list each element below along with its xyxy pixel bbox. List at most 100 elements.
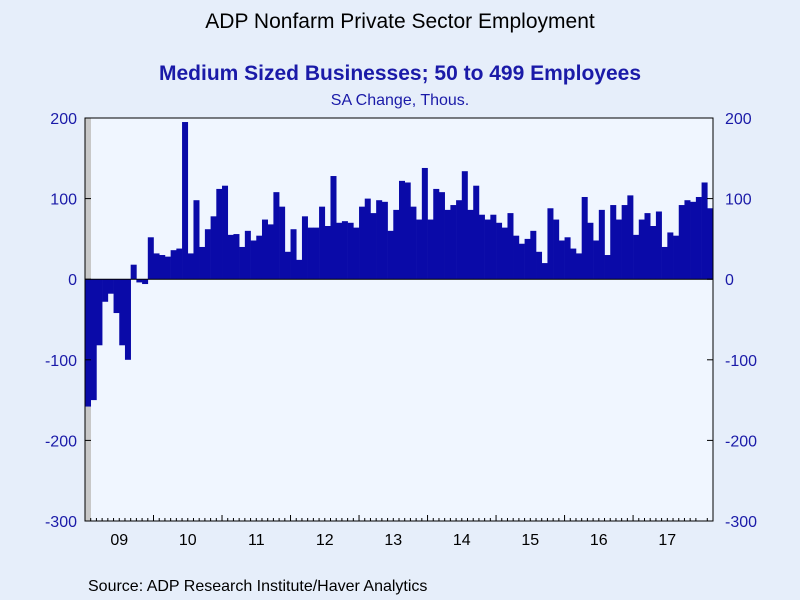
bar bbox=[399, 180, 406, 280]
bar bbox=[256, 235, 263, 280]
chart-source: Source: ADP Research Institute/Haver Ana… bbox=[88, 578, 428, 595]
bar bbox=[547, 208, 554, 280]
bar bbox=[581, 196, 588, 280]
bar bbox=[227, 234, 234, 280]
bar bbox=[307, 227, 314, 280]
y-tick-label-left: -200 bbox=[45, 433, 77, 450]
y-tick-label-left: 100 bbox=[50, 192, 77, 209]
bar bbox=[102, 279, 109, 302]
bar bbox=[239, 246, 246, 280]
y-tick-label-left: 200 bbox=[50, 111, 77, 128]
bar bbox=[478, 214, 485, 280]
x-tick-label: 14 bbox=[453, 532, 471, 549]
x-tick-label: 16 bbox=[590, 532, 608, 549]
bar bbox=[301, 216, 308, 280]
bar bbox=[650, 226, 657, 280]
bar bbox=[273, 192, 280, 280]
bar bbox=[427, 219, 434, 280]
x-tick-label: 10 bbox=[179, 532, 197, 549]
bar bbox=[119, 279, 126, 346]
bar bbox=[587, 222, 594, 280]
bar bbox=[319, 206, 326, 280]
bar bbox=[633, 234, 640, 280]
bar bbox=[621, 205, 628, 280]
bar bbox=[216, 188, 223, 280]
x-tick-label: 13 bbox=[384, 532, 402, 549]
bar bbox=[655, 211, 662, 280]
bar bbox=[467, 209, 474, 280]
bar bbox=[381, 201, 388, 280]
bar bbox=[130, 264, 137, 280]
bar bbox=[490, 214, 497, 280]
bar bbox=[536, 251, 543, 280]
bar bbox=[627, 195, 634, 280]
bar bbox=[324, 226, 331, 280]
bar bbox=[387, 230, 394, 280]
bar bbox=[598, 209, 605, 280]
bar bbox=[558, 240, 565, 280]
bar bbox=[199, 246, 206, 280]
bar bbox=[364, 198, 371, 280]
bar bbox=[187, 253, 194, 280]
y-tick-label-right: -100 bbox=[725, 353, 757, 370]
bar bbox=[204, 229, 211, 280]
bar bbox=[673, 235, 680, 280]
bar bbox=[690, 201, 697, 280]
bar bbox=[433, 188, 440, 280]
bar bbox=[507, 213, 514, 280]
bar bbox=[644, 213, 651, 280]
bar bbox=[604, 255, 611, 280]
bar bbox=[661, 246, 668, 280]
x-tick-label: 12 bbox=[316, 532, 334, 549]
bar bbox=[233, 234, 240, 280]
bar bbox=[501, 227, 508, 280]
bar bbox=[90, 279, 97, 401]
bar bbox=[678, 205, 685, 280]
x-tick-label: 11 bbox=[248, 532, 265, 549]
chart-subtitle: Medium Sized Businesses; 50 to 499 Emplo… bbox=[158, 62, 641, 85]
bar bbox=[182, 122, 189, 280]
bar bbox=[667, 232, 674, 280]
bar bbox=[638, 219, 645, 280]
bar bbox=[593, 240, 600, 280]
bar bbox=[524, 238, 531, 280]
y-tick-label-right: -200 bbox=[725, 433, 757, 450]
bar bbox=[615, 219, 622, 280]
bar bbox=[347, 222, 354, 280]
bar bbox=[530, 230, 537, 280]
y-tick-label-right: 100 bbox=[725, 192, 752, 209]
bar bbox=[176, 248, 183, 280]
bar bbox=[484, 219, 491, 280]
x-tick-label: 15 bbox=[521, 532, 539, 549]
bar bbox=[193, 200, 200, 280]
bar bbox=[353, 227, 360, 280]
bar bbox=[404, 182, 411, 280]
bar bbox=[359, 206, 366, 280]
bar bbox=[416, 219, 423, 280]
y-tick-label-right: 200 bbox=[725, 111, 752, 128]
y-tick-label-left: -300 bbox=[45, 514, 77, 531]
bar bbox=[164, 256, 171, 280]
bar bbox=[261, 219, 268, 280]
bar bbox=[393, 209, 400, 280]
bar bbox=[96, 279, 103, 346]
bar bbox=[553, 219, 560, 280]
bar bbox=[159, 255, 166, 280]
bar bbox=[684, 200, 691, 280]
bar bbox=[461, 171, 468, 280]
x-tick-label: 17 bbox=[658, 532, 676, 549]
chart-title: ADP Nonfarm Private Sector Employment bbox=[205, 10, 595, 33]
bar bbox=[438, 192, 445, 280]
bar bbox=[370, 213, 377, 280]
bar bbox=[336, 222, 343, 280]
bar bbox=[313, 227, 320, 280]
bar bbox=[250, 240, 257, 280]
bar bbox=[450, 205, 457, 280]
bar bbox=[518, 243, 525, 280]
chart-units-label: SA Change, Thous. bbox=[330, 92, 470, 109]
bar bbox=[284, 251, 291, 280]
bar bbox=[610, 205, 617, 280]
bar bbox=[473, 185, 480, 280]
bar bbox=[153, 253, 160, 280]
